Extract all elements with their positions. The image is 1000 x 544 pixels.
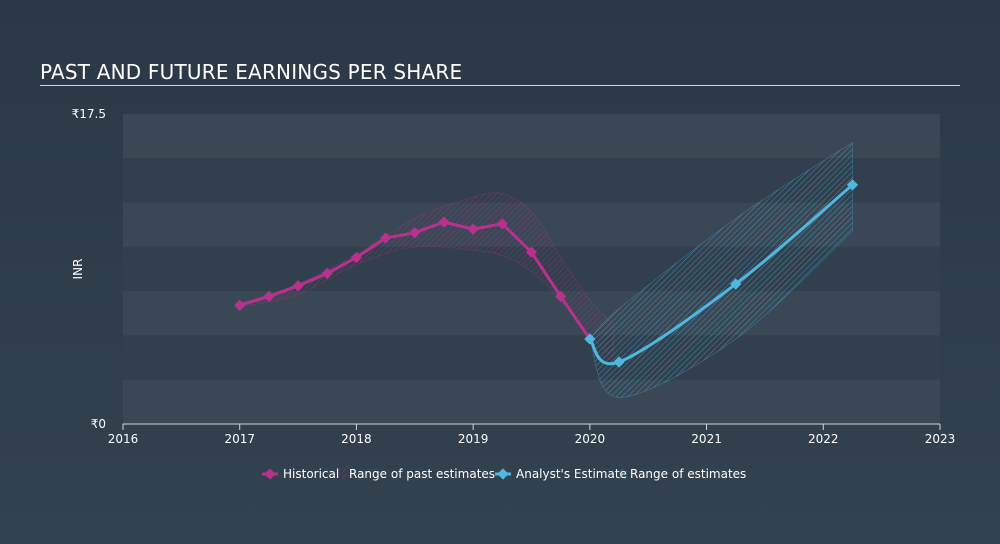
analyst-estimate-line — [588, 183, 854, 366]
title-divider — [40, 85, 960, 86]
axes: 2016 2017 2018 2019 2020 2021 2022 2023 ₹0 ₹17.5 I… — [71, 107, 955, 446]
legend: Historical Range of past estimates Analyst… — [262, 467, 746, 481]
historical-point — [409, 227, 421, 239]
legend-historical-label: Historical — [283, 467, 339, 481]
legend-range-label: Range of estimates — [630, 467, 746, 481]
x-tick-label: 2021 — [691, 432, 722, 446]
legend-past-range-swatch — [338, 469, 346, 479]
y-axis-label: INR — [71, 259, 85, 280]
historical-point — [379, 232, 392, 244]
plot-band — [123, 379, 940, 424]
analyst-estimate-point — [613, 356, 625, 368]
historical-point — [438, 216, 450, 228]
range-estimates — [589, 141, 853, 398]
historical-point — [525, 246, 538, 258]
legend-estimate-label: Analyst's Estimate — [516, 467, 627, 481]
y-tick-label: ₹17.5 — [72, 107, 106, 121]
legend-range-swatch — [619, 469, 627, 479]
x-tick-label: 2023 — [925, 432, 956, 446]
x-tick-label: 2016 — [108, 432, 139, 446]
legend-estimate-swatch-marker — [497, 468, 509, 480]
historical-point — [263, 290, 275, 303]
analyst-estimate-point — [846, 179, 859, 191]
chart-title: PAST AND FUTURE EARNINGS PER SHARE — [40, 60, 463, 84]
historical-point — [496, 218, 508, 230]
analyst-estimate-point — [584, 333, 596, 345]
plot-band — [123, 291, 940, 336]
historical-point — [555, 290, 567, 303]
analyst-estimate-point — [730, 278, 742, 290]
historical-point — [350, 251, 363, 264]
estimate-ranges — [239, 141, 853, 398]
x-tick-label: 2018 — [341, 432, 372, 446]
plot-band — [123, 114, 940, 159]
legend-historical-swatch-marker — [264, 468, 276, 480]
y-tick-label: ₹0 — [91, 417, 106, 431]
x-tick-label: 2022 — [808, 432, 839, 446]
x-tick-label: 2019 — [458, 432, 489, 446]
plot-band — [123, 335, 940, 380]
series-points — [234, 179, 859, 368]
historical-point — [234, 299, 246, 311]
historical-point — [321, 267, 333, 280]
historical-point — [467, 223, 479, 235]
historical-point — [292, 280, 304, 292]
legend-past-range-label: Range of past estimates — [349, 467, 495, 481]
x-tick-label: 2020 — [575, 432, 606, 446]
x-tick-label: 2017 — [224, 432, 255, 446]
